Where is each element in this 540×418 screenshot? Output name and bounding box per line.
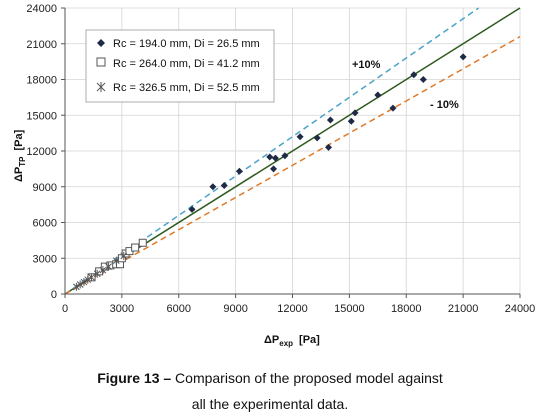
data-point-star [73,282,80,291]
legend-entry-2: Rc = 264.0 mm, Di = 41.2 mm [96,57,260,70]
data-point-diamond [270,165,278,173]
y-tick-label: 21000 [26,39,57,51]
data-point-diamond [325,143,333,151]
data-point-star [99,266,107,275]
data-point-star [76,280,84,289]
annotation-plus-10: +10% [352,59,381,71]
y-tick-label: 12000 [26,146,57,158]
x-tick-label: 9000 [223,303,247,315]
legend-label-2: Rc = 264.0 mm, Di = 41.2 mm [113,58,260,70]
data-point-star [105,262,112,271]
annotation-minus-10: - 10% [430,99,459,111]
figure-label: Figure 13 – [97,370,172,386]
data-point-square [131,243,140,252]
data-point-diamond [351,109,359,117]
x-axis-title: ΔPexp [Pa] [264,334,320,348]
x-tick-label: 24000 [505,303,536,315]
x-tick-label: 18000 [391,303,422,315]
data-point-diamond [188,205,196,213]
figure-caption-line-2: all the experimental data. [0,396,540,412]
data-point-star [93,269,101,278]
legend-label-3: Rc = 326.5 mm, Di = 52.5 mm [113,82,260,94]
y-tick-label: 15000 [26,110,57,122]
caption-text-1: Comparison of the proposed model against [175,370,443,386]
x-axis-title-main: ΔP [264,334,279,346]
data-point-diamond [313,134,321,142]
data-points [73,53,467,291]
data-point-diamond [266,153,274,161]
x-tick-label: 12000 [277,303,308,315]
data-point-diamond [220,182,228,190]
y-tick-label: 0 [51,289,57,301]
x-axis-title-unit: [Pa] [299,334,320,346]
data-point-diamond [281,152,289,160]
data-point-star [112,256,120,265]
data-point-diamond [389,104,397,112]
x-tick-label: 3000 [110,303,134,315]
figure-caption-line-1: Figure 13 – Comparison of the proposed m… [0,370,540,386]
reference-line-minus10 [64,35,521,295]
data-point-diamond [374,91,382,99]
x-tick-label: 6000 [167,303,191,315]
data-point-diamond [209,183,217,191]
y-tick-label: 24000 [26,3,57,15]
data-point-star [84,275,92,284]
axes: 0 3000 6000 9000 12000 15000 18000 21000 24000 0 3… [26,3,535,315]
data-point-diamond [410,71,418,79]
x-tick-label: 15000 [334,303,365,315]
caption-text-2: all the experimental data. [191,396,349,412]
y-tick-label: 18000 [26,75,57,87]
data-point-star [80,278,88,287]
legend: Rc = 194.0 mm, Di = 26.5 mm Rc = 264.0 m… [85,29,275,103]
data-point-diamond [419,76,427,83]
y-axis-title-main: ΔP [13,167,25,182]
data-point-diamond [296,133,304,141]
data-point-diamond [459,53,467,61]
legend-square-marker [96,57,106,67]
data-point-star [88,273,95,282]
y-tick-label: 6000 [33,218,57,230]
y-axis-title-sub: TP [18,156,27,167]
x-axis-title-sub: exp [279,339,293,348]
data-point-diamond [271,154,279,162]
data-point-square [138,238,147,247]
data-point-star [120,251,128,260]
data-point-diamond [235,167,243,175]
data-point-diamond [326,116,334,124]
legend-star-marker [96,82,106,92]
x-tick-label: 0 [62,303,68,315]
y-axis-title: ΔPTP [Pa] [13,129,27,182]
data-point-diamond [347,117,355,125]
x-tick-label: 21000 [448,303,479,315]
legend-box [85,29,275,103]
legend-label-1: Rc = 194.0 mm, Di = 26.5 mm [113,38,260,50]
legend-entry-3: Rc = 326.5 mm, Di = 52.5 mm [96,82,260,94]
y-axis-title-unit: [Pa] [13,129,25,150]
chart: 0 3000 6000 9000 12000 15000 18000 21000 24000 0 3… [13,3,535,348]
legend-entry-1: Rc = 194.0 mm, Di = 26.5 mm [97,38,260,50]
y-tick-label: 3000 [33,253,57,265]
legend-diamond-marker [97,39,105,47]
y-tick-label: 9000 [33,182,57,194]
